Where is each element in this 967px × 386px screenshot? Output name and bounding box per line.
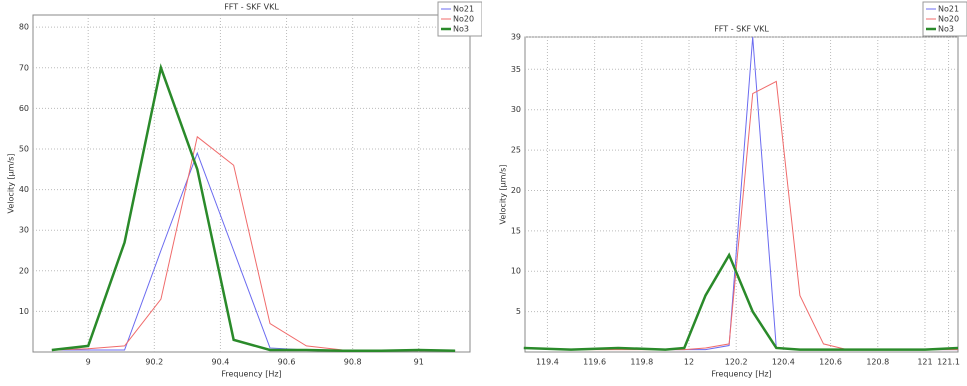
plot-area (32, 14, 471, 353)
y-tick-label: 5 (516, 307, 521, 316)
y-tick-label: 40 (19, 185, 29, 194)
legend-label: No20 (453, 15, 474, 24)
y-tick-label: 10 (511, 267, 521, 276)
legend-label: No3 (938, 25, 954, 34)
y-tick-label: 70 (19, 63, 29, 72)
x-tick-label: 121 (917, 358, 932, 367)
x-tick-label: 120.4 (772, 358, 795, 367)
x-tick-label: 91 (414, 358, 424, 367)
x-tick-label: 121.1 (937, 358, 960, 367)
x-tick-label: 120.6 (819, 358, 842, 367)
chart: 5 10 15 20 25 30 35 39 119.4 119.6 119.8 12 120.2 120… (499, 1, 967, 379)
y-tick-label: 15 (511, 226, 521, 235)
y-tick-label: 80 (19, 23, 29, 32)
x-axis-label: Frequency [Hz] (711, 370, 771, 379)
y-tick-label: 10 (19, 307, 29, 316)
x-tick-label: 119.8 (630, 358, 653, 367)
x-tick-label: 120.8 (866, 358, 889, 367)
legend-label: No20 (938, 15, 959, 24)
chart-title: FFT - SKF VKL (714, 25, 769, 34)
y-tick-label: 20 (19, 266, 29, 275)
y-axis-label: Velocity [µm/s] (499, 165, 508, 225)
legend-box (437, 1, 482, 37)
legend-label: No3 (453, 25, 469, 34)
x-tick-label: 90.8 (344, 358, 362, 367)
y-tick-label: 20 (511, 186, 521, 195)
x-tick-label: 90.2 (145, 358, 163, 367)
x-tick-label: 120.2 (725, 358, 748, 367)
legend-label: No21 (453, 5, 474, 14)
x-tick-label: 9 (86, 358, 91, 367)
series-line (523, 252, 959, 351)
y-tick-label: 35 (511, 65, 521, 74)
x-tick-label: 12 (684, 358, 694, 367)
x-tick-label: 90.6 (278, 358, 296, 367)
y-tick-label: 30 (19, 226, 29, 235)
y-tick-label: 30 (511, 105, 521, 114)
legend-label: No21 (938, 5, 959, 14)
x-tick-label: 90.4 (212, 358, 230, 367)
y-tick-label: 50 (19, 144, 29, 153)
series-line (51, 63, 456, 353)
plot-area (524, 36, 959, 353)
x-axis-label: Frequency [Hz] (221, 370, 281, 379)
x-tick-label: 119.4 (536, 358, 559, 367)
y-axis-label: Velocity [µm/s] (7, 154, 16, 214)
y-tick-label: 60 (19, 104, 29, 113)
chart: 10 20 30 40 50 60 70 80 9 90.2 90.4 90.6 90.8 91 FFT -… (7, 1, 482, 379)
y-tick-label: 25 (511, 146, 521, 155)
chart-title: FFT - SKF VKL (224, 3, 279, 12)
x-tick-label: 119.6 (583, 358, 606, 367)
y-tick-label: 39 (511, 33, 521, 42)
